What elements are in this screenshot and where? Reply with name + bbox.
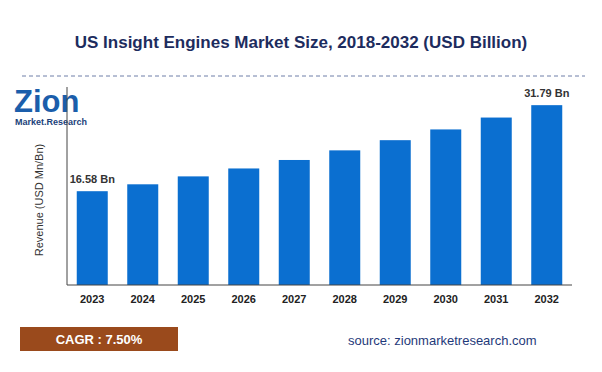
x-tick-label: 2028 [333, 293, 357, 305]
x-tick-label: 2030 [434, 293, 458, 305]
x-tick-label: 2026 [232, 293, 256, 305]
title: US Insight Engines Market Size, 2018-203… [75, 33, 528, 52]
x-axis [67, 285, 572, 286]
bar [228, 168, 259, 285]
bar [380, 140, 411, 285]
page: {"chart_data": {"type": "bar", "title": … [0, 0, 602, 372]
bar [329, 150, 360, 285]
bars [77, 105, 563, 285]
data-label: 16.58 Bn [70, 173, 116, 185]
x-tick-label: 2031 [484, 293, 508, 305]
bar [531, 105, 562, 285]
y-axis [67, 87, 68, 285]
bar [279, 160, 310, 285]
x-tick-label: 2027 [282, 293, 306, 305]
background [0, 0, 602, 372]
y-axis-label: Revenue (USD Mn/Bn) [33, 144, 45, 257]
x-tick-label: 2023 [80, 293, 104, 305]
bar [127, 184, 158, 285]
chart: US Insight Engines Market Size, 2018-203… [0, 0, 602, 372]
x-tick-label: 2029 [383, 293, 407, 305]
bar [178, 176, 209, 285]
bar [77, 191, 108, 285]
source: source: zionmarketresearch.com [348, 333, 537, 348]
title-divider [22, 76, 585, 77]
data-label: 31.79 Bn [524, 87, 570, 99]
cagr-label: CAGR : 7.50% [56, 332, 143, 347]
x-tick-label: 2025 [181, 293, 205, 305]
cagr-box [20, 327, 178, 351]
bar [430, 129, 461, 285]
x-tick-label: 2032 [535, 293, 559, 305]
logo-subtitle: Market.Research [15, 117, 87, 127]
bar [481, 118, 512, 285]
x-tick-label: 2024 [131, 293, 156, 305]
logo-name: Zion [14, 84, 79, 119]
